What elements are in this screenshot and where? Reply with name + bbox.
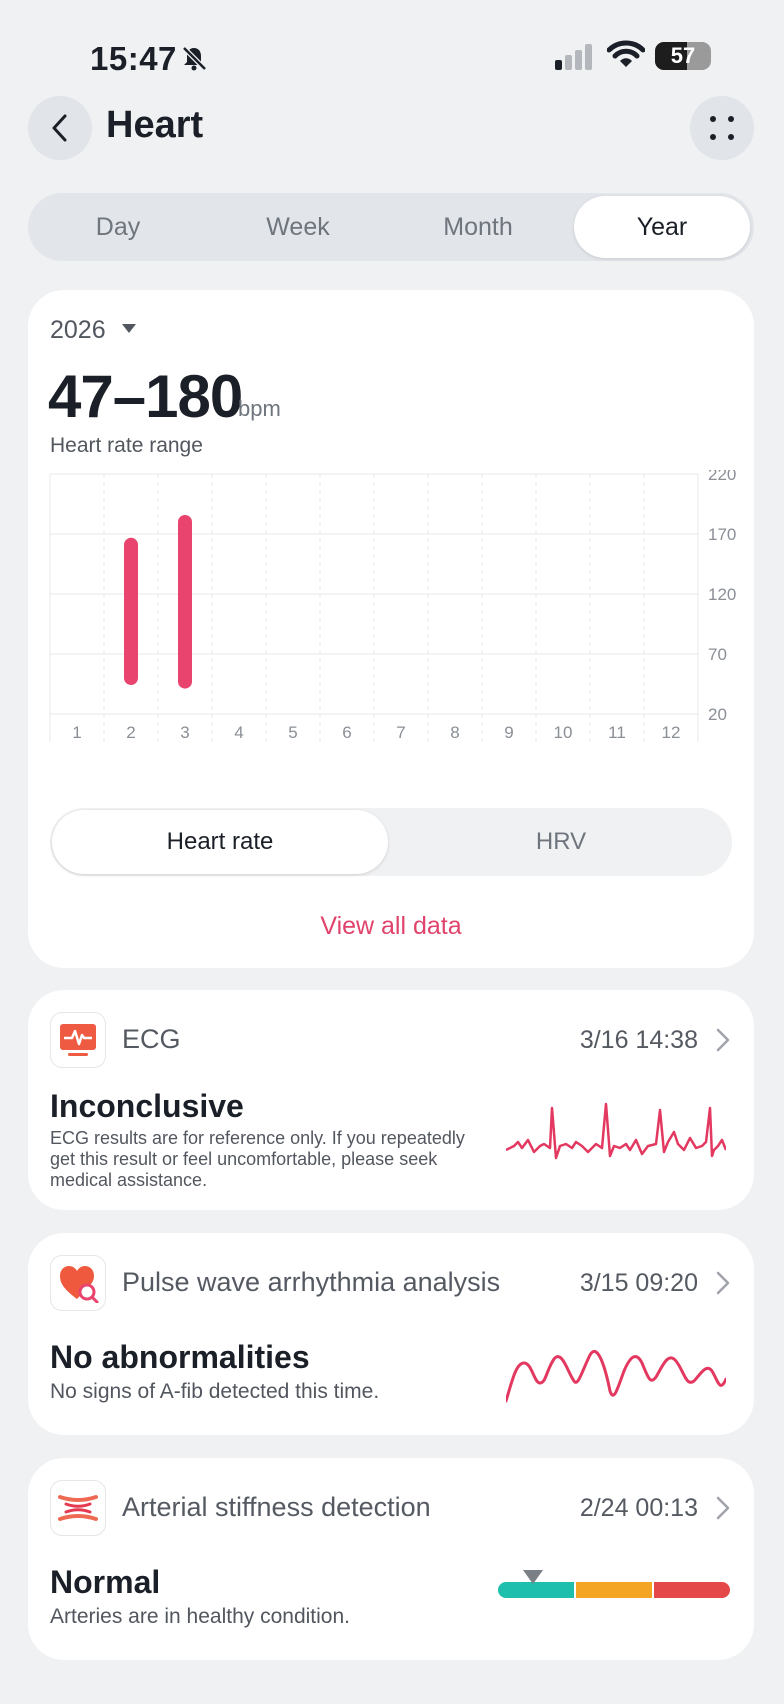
y-tick-label: 220 <box>708 470 736 484</box>
pulse-wave-result: No abnormalities <box>50 1339 310 1375</box>
heart-rate-range-label: Heart rate range <box>50 434 203 457</box>
pulse-waveform <box>506 1350 726 1403</box>
y-tick-label: 70 <box>708 645 727 664</box>
arterial-title: Arterial stiffness detection <box>122 1492 431 1522</box>
scale-segment-moderate <box>576 1582 652 1598</box>
x-tick-label: 10 <box>554 723 573 742</box>
y-tick-label: 120 <box>708 585 736 604</box>
grid-dots-icon <box>710 116 734 140</box>
x-tick-label: 12 <box>662 723 681 742</box>
ecg-title: ECG <box>122 1024 181 1054</box>
x-tick-label: 7 <box>396 723 405 742</box>
pulse-wave-title: Pulse wave arrhythmia analysis <box>122 1267 501 1297</box>
battery-icon: 57 <box>655 42 711 70</box>
chevron-right-icon <box>716 1028 730 1052</box>
artery-icon <box>58 1495 98 1521</box>
x-tick-label: 6 <box>342 723 351 742</box>
x-tick-label: 11 <box>608 723 626 742</box>
y-tick-label: 20 <box>708 705 727 724</box>
heart-rate-card: 2026 47–180 bpm Heart rate range 220 170 1… <box>28 290 754 968</box>
scale-pointer <box>522 1570 543 1584</box>
period-tabs: Day Week Month Year <box>28 193 754 261</box>
pulse-wave-app-icon <box>50 1255 106 1311</box>
heart-rate-range-value: 47–180 <box>48 363 243 430</box>
more-options-button[interactable] <box>690 96 754 160</box>
tab-day[interactable]: Day <box>95 213 141 241</box>
year-selector[interactable]: 2026 <box>50 316 106 344</box>
x-tick-label: 9 <box>504 723 513 742</box>
arterial-date: 2/24 00:13 <box>579 1494 698 1522</box>
ecg-result: Inconclusive <box>50 1088 244 1124</box>
scale-segment-normal <box>498 1582 574 1598</box>
status-bar: 15:47 57 <box>0 36 784 80</box>
heart-rate-unit: bpm <box>238 396 281 421</box>
pulse-wave-date: 3/15 09:20 <box>579 1269 698 1297</box>
x-tick-label: 5 <box>288 723 297 742</box>
ecg-date: 3/16 14:38 <box>579 1026 698 1054</box>
arterial-description: Arteries are in healthy condition. <box>50 1605 350 1628</box>
ecg-card[interactable]: ECG 3/16 14:38 Inconclusive ECG results … <box>28 990 754 1210</box>
status-time: 15:47 <box>90 40 177 77</box>
battery-level: 57 <box>670 43 696 68</box>
heart-search-icon <box>60 1266 99 1303</box>
caret-down-icon[interactable] <box>122 324 136 333</box>
cellular-signal-icon <box>555 44 592 70</box>
y-tick-label: 170 <box>708 525 736 544</box>
tab-year[interactable]: Year <box>574 196 750 258</box>
toggle-heart-rate[interactable]: Heart rate <box>52 810 388 874</box>
ecg-description: ECG results are for reference only. If y… <box>50 1128 465 1190</box>
toggle-hrv[interactable]: HRV <box>535 828 587 855</box>
view-all-data-link[interactable]: View all data <box>320 912 462 940</box>
metric-toggle: Heart rate HRV <box>50 808 732 876</box>
x-tick-label: 8 <box>450 723 459 742</box>
tab-week[interactable]: Week <box>266 213 330 241</box>
ecg-app-icon <box>50 1012 106 1068</box>
chevron-right-icon <box>716 1496 730 1520</box>
stiffness-scale <box>498 1570 730 1598</box>
pulse-wave-card[interactable]: Pulse wave arrhythmia analysis 3/15 09:2… <box>28 1233 754 1435</box>
scale-segment-high <box>654 1582 730 1598</box>
back-button[interactable] <box>28 96 92 160</box>
x-tick-label: 2 <box>126 723 135 742</box>
ecg-waveform <box>506 1102 726 1160</box>
pulse-wave-description: No signs of A-fib detected this time. <box>50 1380 380 1403</box>
page-title: Heart <box>106 104 204 146</box>
arterial-app-icon <box>50 1480 106 1536</box>
arterial-stiffness-card[interactable]: Arterial stiffness detection 2/24 00:13 … <box>28 1458 754 1660</box>
arterial-result: Normal <box>50 1564 161 1600</box>
ecg-monitor-icon <box>60 1024 96 1056</box>
wifi-icon <box>607 40 645 67</box>
chevron-right-icon <box>716 1271 730 1295</box>
chevron-left-icon <box>52 114 67 142</box>
bell-muted-icon <box>182 46 207 71</box>
x-tick-label: 4 <box>234 723 243 742</box>
x-tick-label: 3 <box>180 723 189 742</box>
x-tick-label: 1 <box>72 723 81 742</box>
tab-month[interactable]: Month <box>443 213 513 241</box>
